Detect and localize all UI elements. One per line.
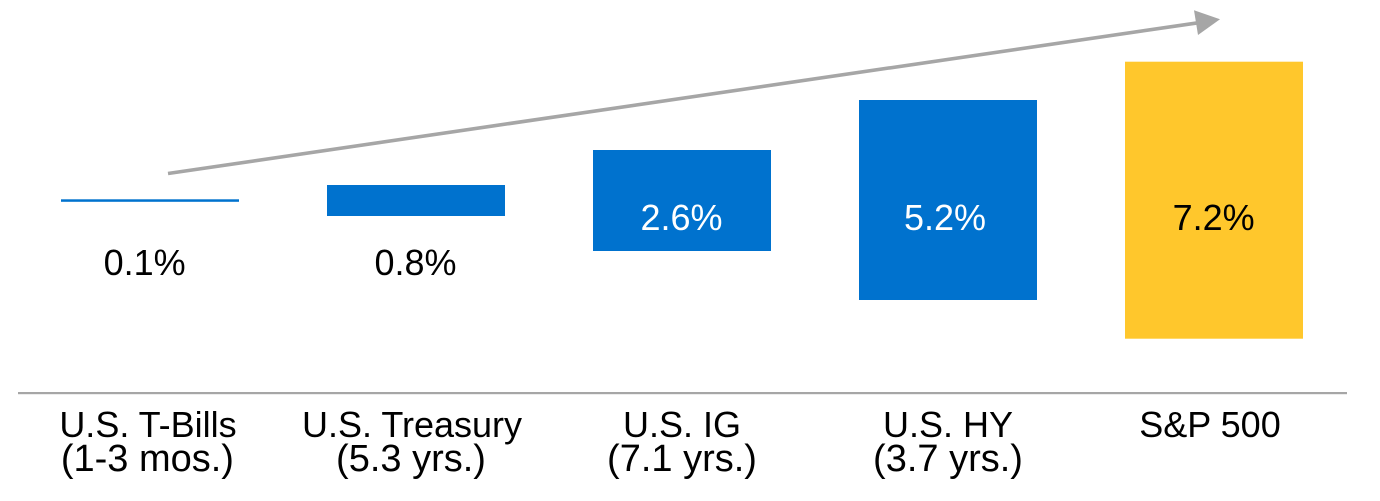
svg-text:(3.7 yrs.): (3.7 yrs.) [873,438,1023,480]
svg-text:U.S. T-Bills: U.S. T-Bills [59,404,236,445]
svg-text:S&P 500: S&P 500 [1139,404,1280,445]
svg-text:7.2%: 7.2% [1173,197,1255,238]
svg-text:(7.1 yrs.): (7.1 yrs.) [607,438,757,480]
svg-text:2.6%: 2.6% [640,197,722,238]
svg-text:U.S. Treasury: U.S. Treasury [302,404,522,445]
svg-text:(1-3 mos.): (1-3 mos.) [61,438,234,480]
svg-text:0.8%: 0.8% [374,242,456,283]
svg-text:0.1%: 0.1% [104,242,186,283]
svg-text:(5.3 yrs.): (5.3 yrs.) [336,438,486,480]
svg-text:U.S. HY: U.S. HY [883,404,1013,445]
svg-text:U.S. IG: U.S. IG [623,404,741,445]
svg-text:5.2%: 5.2% [904,197,986,238]
